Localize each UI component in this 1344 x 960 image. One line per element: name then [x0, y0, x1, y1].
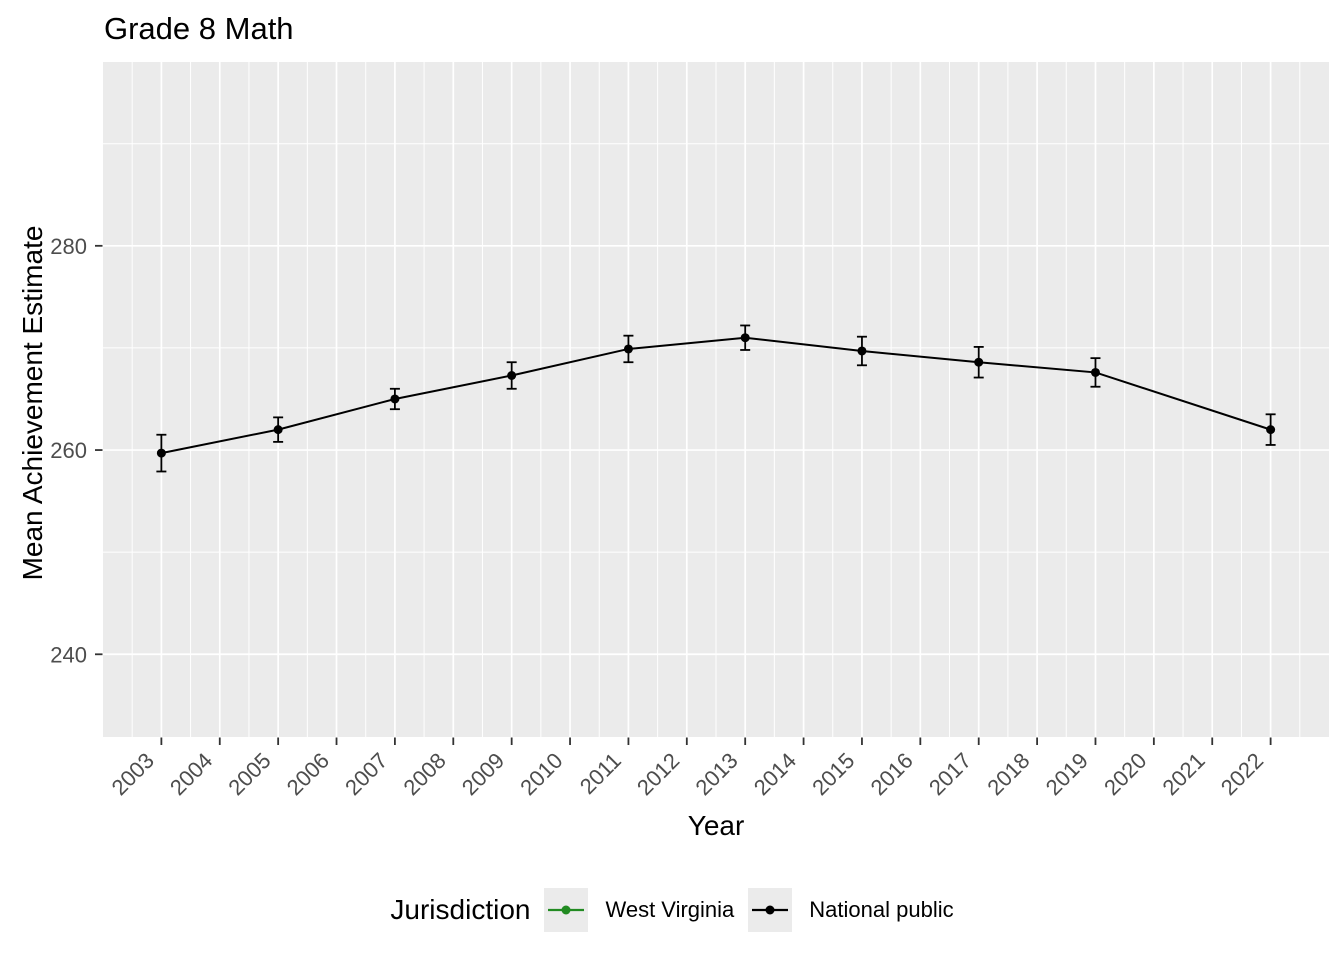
- data-point-national-public: [857, 346, 867, 356]
- series-line-national-public: [161, 336, 1271, 455]
- x-tick-label: 2019: [1041, 748, 1093, 800]
- x-tick-label: 2007: [340, 748, 392, 800]
- plot-title: Grade 8 Math: [104, 11, 294, 46]
- data-point-national-public: [273, 425, 283, 435]
- x-tick-label: 2012: [632, 748, 684, 800]
- data-point-national-public: [1090, 367, 1100, 377]
- x-tick-label: 2015: [807, 748, 859, 800]
- x-tick-label: 2022: [1216, 748, 1268, 800]
- legend-item-west-virginia: West Virginia: [544, 888, 734, 932]
- legend-key-national-public-icon: [748, 888, 793, 932]
- data-point-national-public: [740, 333, 750, 343]
- legend-label-west-virginia: West Virginia: [605, 897, 735, 922]
- x-tick-label: 2017: [924, 748, 976, 800]
- x-tick-label: 2003: [107, 748, 159, 800]
- x-axis-title: Year: [687, 810, 745, 841]
- x-tick-label: 2011: [575, 748, 626, 799]
- legend-key-west-virginia-icon: [544, 888, 589, 932]
- legend-title: Jurisdiction: [390, 894, 531, 925]
- data-point-national-public: [390, 394, 400, 404]
- x-tick-label: 2006: [282, 748, 334, 800]
- legend-item-national-public: National public: [748, 888, 954, 932]
- data-point-national-public: [507, 371, 517, 381]
- x-tick-label: 2004: [165, 748, 217, 800]
- y-tick-label: 260: [50, 438, 87, 463]
- data-point-national-public: [1266, 425, 1276, 435]
- x-tick-label: 2013: [690, 748, 742, 800]
- x-tick-label: 2009: [457, 748, 509, 800]
- x-tick-label: 2018: [982, 748, 1034, 800]
- y-tick-label: 280: [50, 234, 87, 259]
- data-point-national-public: [156, 448, 166, 458]
- data-point-national-public: [623, 344, 633, 354]
- x-tick-label: 2010: [515, 748, 567, 800]
- x-tick-label: 2005: [223, 748, 275, 800]
- x-tick-label: 2020: [1099, 748, 1151, 800]
- x-tick-label: 2014: [749, 748, 801, 800]
- x-tick-label: 2016: [866, 748, 918, 800]
- legend: Jurisdiction West Virginia National publ…: [0, 882, 1344, 938]
- legend-label-national-public: National public: [809, 897, 954, 922]
- data-point-national-public: [974, 357, 984, 367]
- y-tick-label: 240: [50, 642, 87, 667]
- x-tick-label: 2021: [1157, 748, 1209, 800]
- x-tick-label: 2008: [399, 748, 451, 800]
